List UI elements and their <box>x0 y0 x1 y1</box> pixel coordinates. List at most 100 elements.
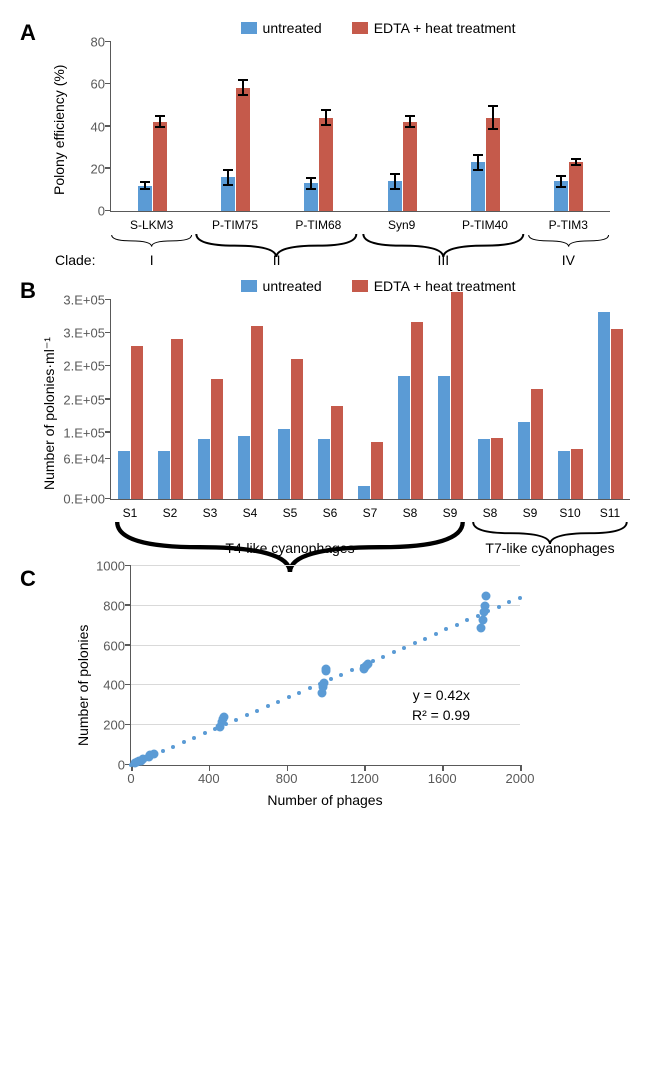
legend-label-treated-b: EDTA + heat treatment <box>374 278 516 294</box>
bar-group <box>277 41 360 211</box>
scatter-point <box>481 591 490 600</box>
grid-line <box>131 645 520 646</box>
x-label: S7 <box>350 506 390 520</box>
legend-label-untreated-b: untreated <box>263 278 322 294</box>
panel-b-xlabels: S1S2S3S4S5S6S7S8S9S8S9S10S11 <box>110 506 630 520</box>
x-label: S8 <box>470 506 510 520</box>
trend-dot <box>507 600 511 604</box>
bar <box>236 88 250 211</box>
y-tick: 2.E+05 <box>63 359 111 374</box>
bar <box>118 451 130 499</box>
bar <box>251 326 263 499</box>
bar-group <box>231 299 271 499</box>
x-label: P-TIM68 <box>277 218 360 232</box>
trend-dot <box>255 709 259 713</box>
panel-b-legend: untreated EDTA + heat treatment <box>110 278 646 294</box>
panel-b: B untreated EDTA + heat treatment Number… <box>20 278 646 556</box>
clade-brace <box>527 234 610 248</box>
bar <box>278 429 290 499</box>
grid-line <box>131 605 520 606</box>
bar-group <box>527 41 610 211</box>
legend-treated: EDTA + heat treatment <box>352 20 516 36</box>
x-label: S9 <box>430 506 470 520</box>
clade-label-text: IV <box>527 252 610 268</box>
panel-a-clades: Clade: IIIIIIIV <box>110 252 610 268</box>
legend-swatch-untreated-b <box>241 280 257 292</box>
bar-group <box>590 299 630 499</box>
bar-group <box>111 299 151 499</box>
scatter-point <box>150 750 159 759</box>
bar <box>358 486 370 499</box>
trend-dot <box>171 745 175 749</box>
trend-dot <box>402 646 406 650</box>
clade-label: Clade: <box>55 252 95 268</box>
x-label: Syn9 <box>360 218 443 232</box>
bar-group <box>470 299 510 499</box>
figure-container: A untreated EDTA + heat treatment Polony… <box>0 0 666 828</box>
legend-treated-b: EDTA + heat treatment <box>352 278 516 294</box>
bar <box>371 442 383 499</box>
panel-c-axes: Number of polonies y = 0.42x R² = 0.99 0… <box>130 566 520 766</box>
bar <box>388 181 402 211</box>
bar <box>571 449 583 499</box>
bar-group <box>550 299 590 499</box>
bar <box>158 451 170 499</box>
x-label: S4 <box>230 506 270 520</box>
x-label: S8 <box>390 506 430 520</box>
scatter-point <box>480 601 489 610</box>
bar <box>438 376 450 499</box>
clade-brace <box>193 234 360 248</box>
panel-b-groups: T4-like cyanophagesT7-like cyanophages <box>110 540 630 556</box>
trend-dot <box>392 650 396 654</box>
clade-brace <box>360 234 527 248</box>
trend-dot <box>434 632 438 636</box>
bar-group <box>444 41 527 211</box>
x-label: S2 <box>150 506 190 520</box>
x-label: S6 <box>310 506 350 520</box>
y-tick: 40 <box>91 119 111 134</box>
scatter-point <box>479 615 488 624</box>
y-tick: 2.E+05 <box>63 392 111 407</box>
bar-group <box>510 299 550 499</box>
trend-dot <box>444 627 448 631</box>
panel-c-label: C <box>20 566 36 592</box>
panel-a-ylabel: Polony efficiency (%) <box>51 65 67 195</box>
legend-label-untreated: untreated <box>263 20 322 36</box>
bar <box>554 181 568 211</box>
bar <box>211 379 223 499</box>
trend-dot <box>266 704 270 708</box>
y-tick: 3.E+05 <box>63 326 111 341</box>
bar-group <box>351 299 391 499</box>
panel-c-xlabel: Number of phages <box>267 792 382 808</box>
scatter-point <box>364 659 373 668</box>
bar <box>318 439 330 499</box>
panel-c-chart: Number of polonies y = 0.42x R² = 0.99 0… <box>130 566 646 808</box>
y-tick: 400 <box>103 678 131 693</box>
trend-dot <box>234 718 238 722</box>
bar <box>486 118 500 212</box>
bar <box>319 118 333 212</box>
x-label: P-TIM3 <box>527 218 610 232</box>
trend-dot <box>161 749 165 753</box>
y-tick: 1000 <box>96 559 131 574</box>
r2-text: R² = 0.99 <box>412 707 470 723</box>
x-label: S10 <box>550 506 590 520</box>
panel-a-legend: untreated EDTA + heat treatment <box>110 20 646 36</box>
scatter-point <box>220 713 229 722</box>
bar-group <box>311 299 351 499</box>
y-tick: 800 <box>103 598 131 613</box>
trend-dot <box>497 605 501 609</box>
trend-dot <box>192 736 196 740</box>
bar <box>291 359 303 499</box>
panel-a-chart: untreated EDTA + heat treatment Polony e… <box>110 20 646 268</box>
y-tick: 80 <box>91 35 111 50</box>
panel-c-xlabel-wrap: Number of phages <box>130 792 520 808</box>
bar-group <box>194 41 277 211</box>
bar <box>198 439 210 499</box>
trend-dot <box>339 673 343 677</box>
bar-group <box>111 41 194 211</box>
bar <box>411 322 423 499</box>
group-brace <box>470 522 630 536</box>
bar-group <box>271 299 311 499</box>
trend-dot <box>423 637 427 641</box>
